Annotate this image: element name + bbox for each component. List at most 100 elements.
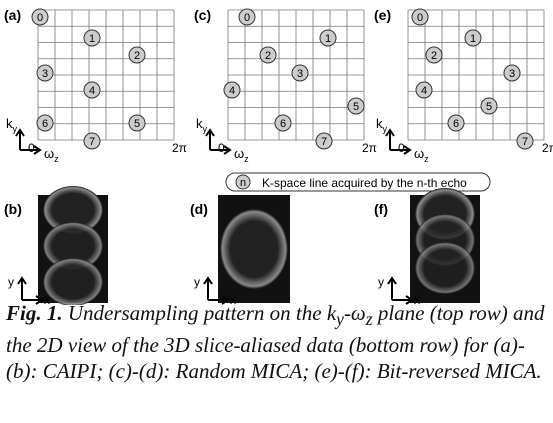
echo-circle	[128, 114, 146, 132]
axis-arrows	[203, 276, 230, 305]
echo-circle	[447, 114, 465, 132]
echo-label: 2	[431, 50, 437, 62]
echo-circle	[83, 29, 101, 47]
image-d	[218, 195, 290, 303]
axis-arrows	[15, 128, 42, 155]
echo-label: 5	[353, 101, 359, 113]
caption-text: -ω	[343, 301, 366, 325]
caption: Fig. 1. Undersampling pattern on the ky-…	[6, 300, 546, 384]
echo-circle	[411, 8, 429, 26]
wz-label: ωz	[44, 146, 59, 164]
panel-label: (b)	[4, 201, 22, 217]
axis-arrows	[17, 276, 44, 305]
echo-label: 7	[522, 136, 528, 148]
echo-circle	[503, 64, 521, 82]
image-b	[38, 186, 108, 305]
wz-sub: z	[244, 154, 249, 164]
y-axis-label: y	[8, 275, 14, 289]
echo-circle	[347, 97, 365, 115]
legend-box	[225, 172, 491, 192]
ky-main: k	[196, 116, 203, 131]
echo-circle	[128, 46, 146, 64]
echo-label: 3	[509, 68, 515, 80]
panel-label: (e)	[374, 7, 391, 23]
origin-label: 0	[398, 141, 405, 155]
echo-label: 7	[89, 136, 95, 148]
ky-main: k	[376, 116, 383, 131]
axis-arrows	[205, 128, 232, 155]
echo-label: 5	[486, 101, 492, 113]
echo-label: 0	[37, 12, 43, 24]
wz-main: ω	[234, 146, 244, 161]
echo-circle	[238, 8, 256, 26]
echo-label: 4	[229, 85, 235, 97]
echo-circle	[425, 46, 443, 64]
wz-sub: z	[424, 154, 429, 164]
caption-text: Undersampling pattern on the k	[62, 301, 337, 325]
echo-circle	[31, 8, 49, 26]
wz-sub: z	[54, 154, 59, 164]
echo-circle	[415, 81, 433, 99]
echo-label: 1	[470, 33, 476, 45]
ky-sub: y	[13, 124, 18, 134]
echo-circle	[259, 46, 277, 64]
echo-circle	[223, 81, 241, 99]
caption-text: plane (top row) and the 2D view of the 3…	[6, 301, 545, 384]
axis-arrows	[385, 128, 412, 155]
echo-label: 3	[42, 68, 48, 80]
echo-label: 5	[134, 118, 140, 130]
legend-text: K-space line acquired by the n-th echo	[262, 176, 467, 190]
caption-label: Fig. 1.	[6, 301, 63, 325]
ky-label: ky	[6, 116, 18, 134]
echo-circle	[36, 114, 54, 132]
echo-circle	[291, 64, 309, 82]
wz-main: ω	[44, 146, 54, 161]
figure-graphics: n K-space line acquired by the n-th echo…	[4, 7, 553, 305]
legend-symbol: n	[240, 177, 246, 189]
echo-label: 0	[244, 12, 250, 24]
echo-label: 2	[265, 50, 271, 62]
origin-label: 0	[28, 141, 35, 155]
echo-circle	[36, 64, 54, 82]
origin-label: 0	[218, 141, 225, 155]
wz-label: ωz	[414, 146, 429, 164]
ky-main: k	[6, 116, 13, 131]
panel-label: (d)	[190, 201, 208, 217]
caption-sub: y	[336, 309, 344, 330]
echo-circle	[464, 29, 482, 47]
image-f	[410, 188, 480, 303]
wz-label: ωz	[234, 146, 249, 164]
echo-label: 2	[134, 50, 140, 62]
x-axis-label: x	[230, 293, 236, 305]
echo-label: 4	[89, 85, 95, 97]
echo-label: 3	[297, 68, 303, 80]
echo-label: 1	[325, 33, 331, 45]
wz-main: ω	[414, 146, 424, 161]
x-axis-label: x	[414, 293, 420, 305]
echo-circle	[83, 81, 101, 99]
y-axis-label: y	[378, 275, 384, 289]
echo-circle	[319, 29, 337, 47]
echo-circle	[516, 132, 534, 150]
echo-label: 6	[42, 118, 48, 130]
echo-circle	[315, 132, 333, 150]
echo-label: 6	[280, 118, 286, 130]
end-label: 2π	[542, 141, 553, 155]
echo-label: 0	[417, 12, 423, 24]
ky-label: ky	[196, 116, 208, 134]
echo-label: 6	[453, 118, 459, 130]
echo-circle	[83, 132, 101, 150]
end-label: 2π	[172, 141, 187, 155]
x-axis-label: x	[44, 293, 50, 305]
y-axis-label: y	[194, 275, 200, 289]
axis-arrows	[387, 276, 414, 305]
panel-label: (a)	[4, 7, 21, 23]
ky-sub: y	[203, 124, 208, 134]
echo-label: 1	[89, 33, 95, 45]
ky-sub: y	[383, 124, 388, 134]
panel-label: (f)	[374, 201, 388, 217]
panel-label: (c)	[194, 7, 211, 23]
echo-label: 7	[321, 136, 327, 148]
echo-circle	[480, 97, 498, 115]
